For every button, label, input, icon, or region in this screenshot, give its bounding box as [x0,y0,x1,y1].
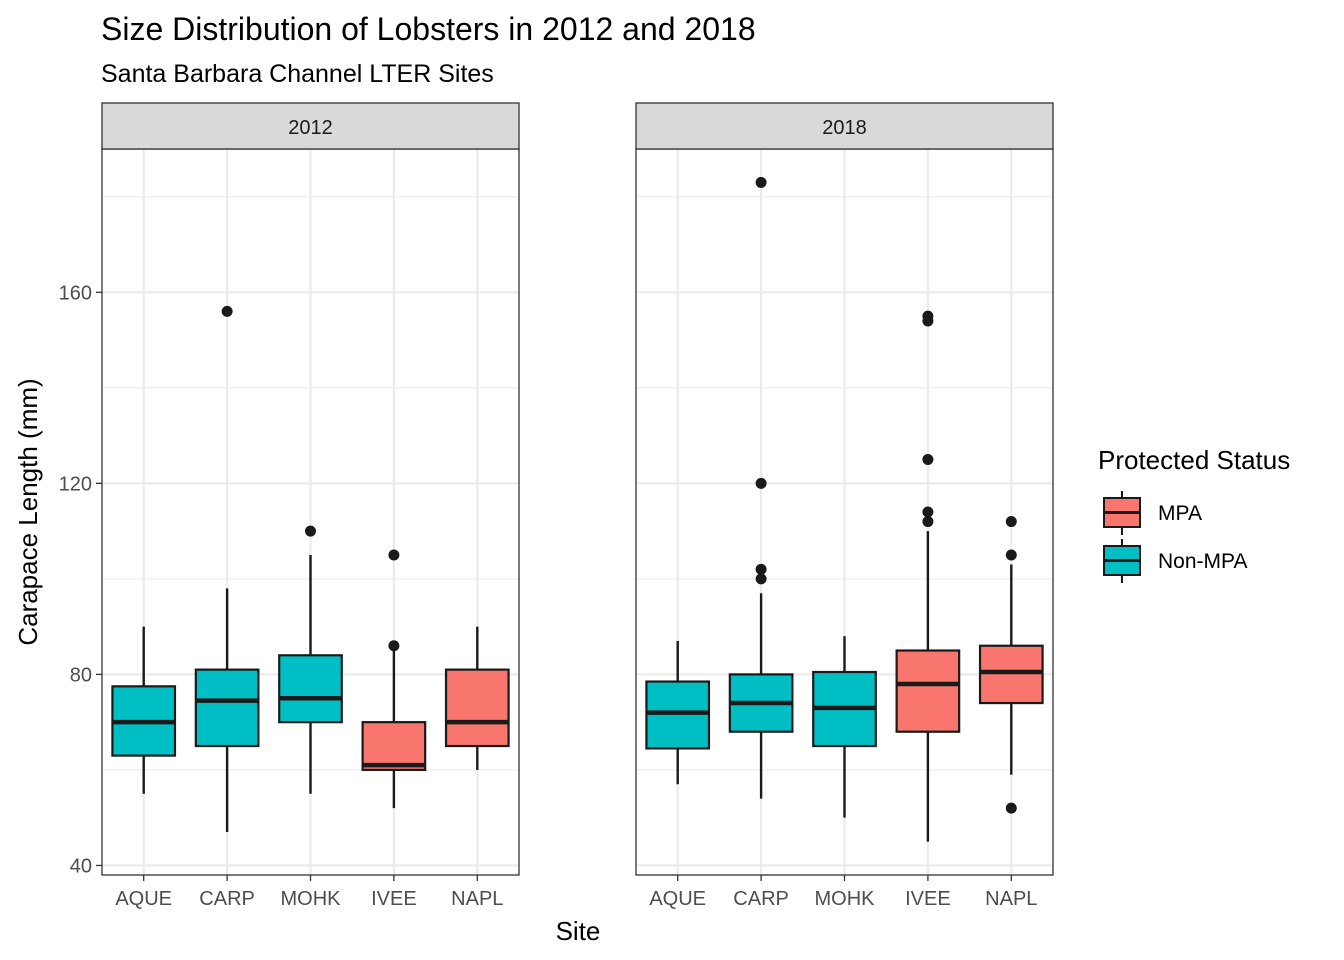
outlier-point [1005,516,1017,528]
box-iqr [194,668,260,748]
outlier-point [388,640,400,652]
strip-label-2012: 2012 [288,117,333,139]
x-tick-label-mohk: MOHK [815,888,876,910]
x-tick-label-ivee: IVEE [371,888,417,910]
boxes-2018 [645,176,1044,842]
box-ivee-2012 [361,549,427,809]
outlier-point [922,310,934,322]
y-tick-label: 80 [70,664,92,686]
panel-2012: 2012 [101,102,520,876]
x-tick-label-ivee: IVEE [905,888,951,910]
x-tick-label-carp: CARP [199,888,255,910]
outlier-point [755,176,767,188]
box-iqr [278,654,343,724]
outlier-point [922,453,934,465]
outlier-point [922,516,934,528]
chart-title: Size Distribution of Lobsters in 2012 an… [101,11,756,47]
y-tick-label: 40 [70,855,92,877]
box-aque-2012 [111,626,177,794]
legend-title: Protected Status [1098,445,1290,475]
strip-label-2018: 2018 [822,117,867,139]
box-iqr [361,721,427,772]
outlier-point [305,525,316,537]
chart-subtitle: Santa Barbara Channel LTER Sites [101,60,494,88]
x-axis-2018: AQUE CARP MOHK IVEE NAPL [649,875,1037,910]
x-tick-label-carp: CARP [733,888,789,910]
y-tick-label: 160 [59,282,92,304]
box-carp-2012 [194,305,260,833]
box-mohk-2018 [812,636,877,818]
outlier-point [755,477,767,489]
y-tick-label: 120 [59,473,92,495]
box-ivee-2018 [895,310,961,842]
outlier-point [1005,802,1017,814]
legend-label-non-mpa: Non-MPA [1158,550,1247,573]
legend-item-mpa: MPA [1103,491,1202,535]
x-axis-title: Site [556,916,601,946]
outlier-point [755,573,767,585]
strip-background [635,102,1054,150]
outlier-point [1005,549,1017,561]
outlier-point [221,305,233,317]
box-iqr [645,680,711,750]
outlier-point [388,549,400,561]
y-axis: 40 80 120 160 [59,282,102,877]
box-aque-2018 [645,640,711,785]
box-carp-2018 [728,176,794,799]
boxes-2012 [111,305,510,833]
x-tick-label-aque: AQUE [649,888,706,910]
legend: Protected Status MPA Non-MPA [1098,445,1290,583]
x-tick-label-napl: NAPL [985,888,1037,910]
box-napl-2012 [444,626,510,770]
outlier-point [755,563,767,575]
y-axis-title: Carapace Length (mm) [13,378,43,645]
x-tick-label-napl: NAPL [451,888,503,910]
x-tick-label-mohk: MOHK [281,888,342,910]
legend-label-mpa: MPA [1158,502,1202,525]
box-mohk-2012 [278,525,343,794]
box-iqr [895,649,961,733]
panel-2018: 2018 [635,102,1054,876]
box-iqr [444,668,510,748]
legend-item-non-mpa: Non-MPA [1103,539,1247,583]
legend-items: MPA Non-MPA [1103,491,1247,583]
outlier-point [922,506,934,518]
strip-background [101,102,520,150]
box-iqr [978,644,1044,705]
x-tick-label-aque: AQUE [115,888,172,910]
box-napl-2018 [978,516,1044,814]
x-axis-2012: AQUE CARP MOHK IVEE NAPL [115,875,503,910]
